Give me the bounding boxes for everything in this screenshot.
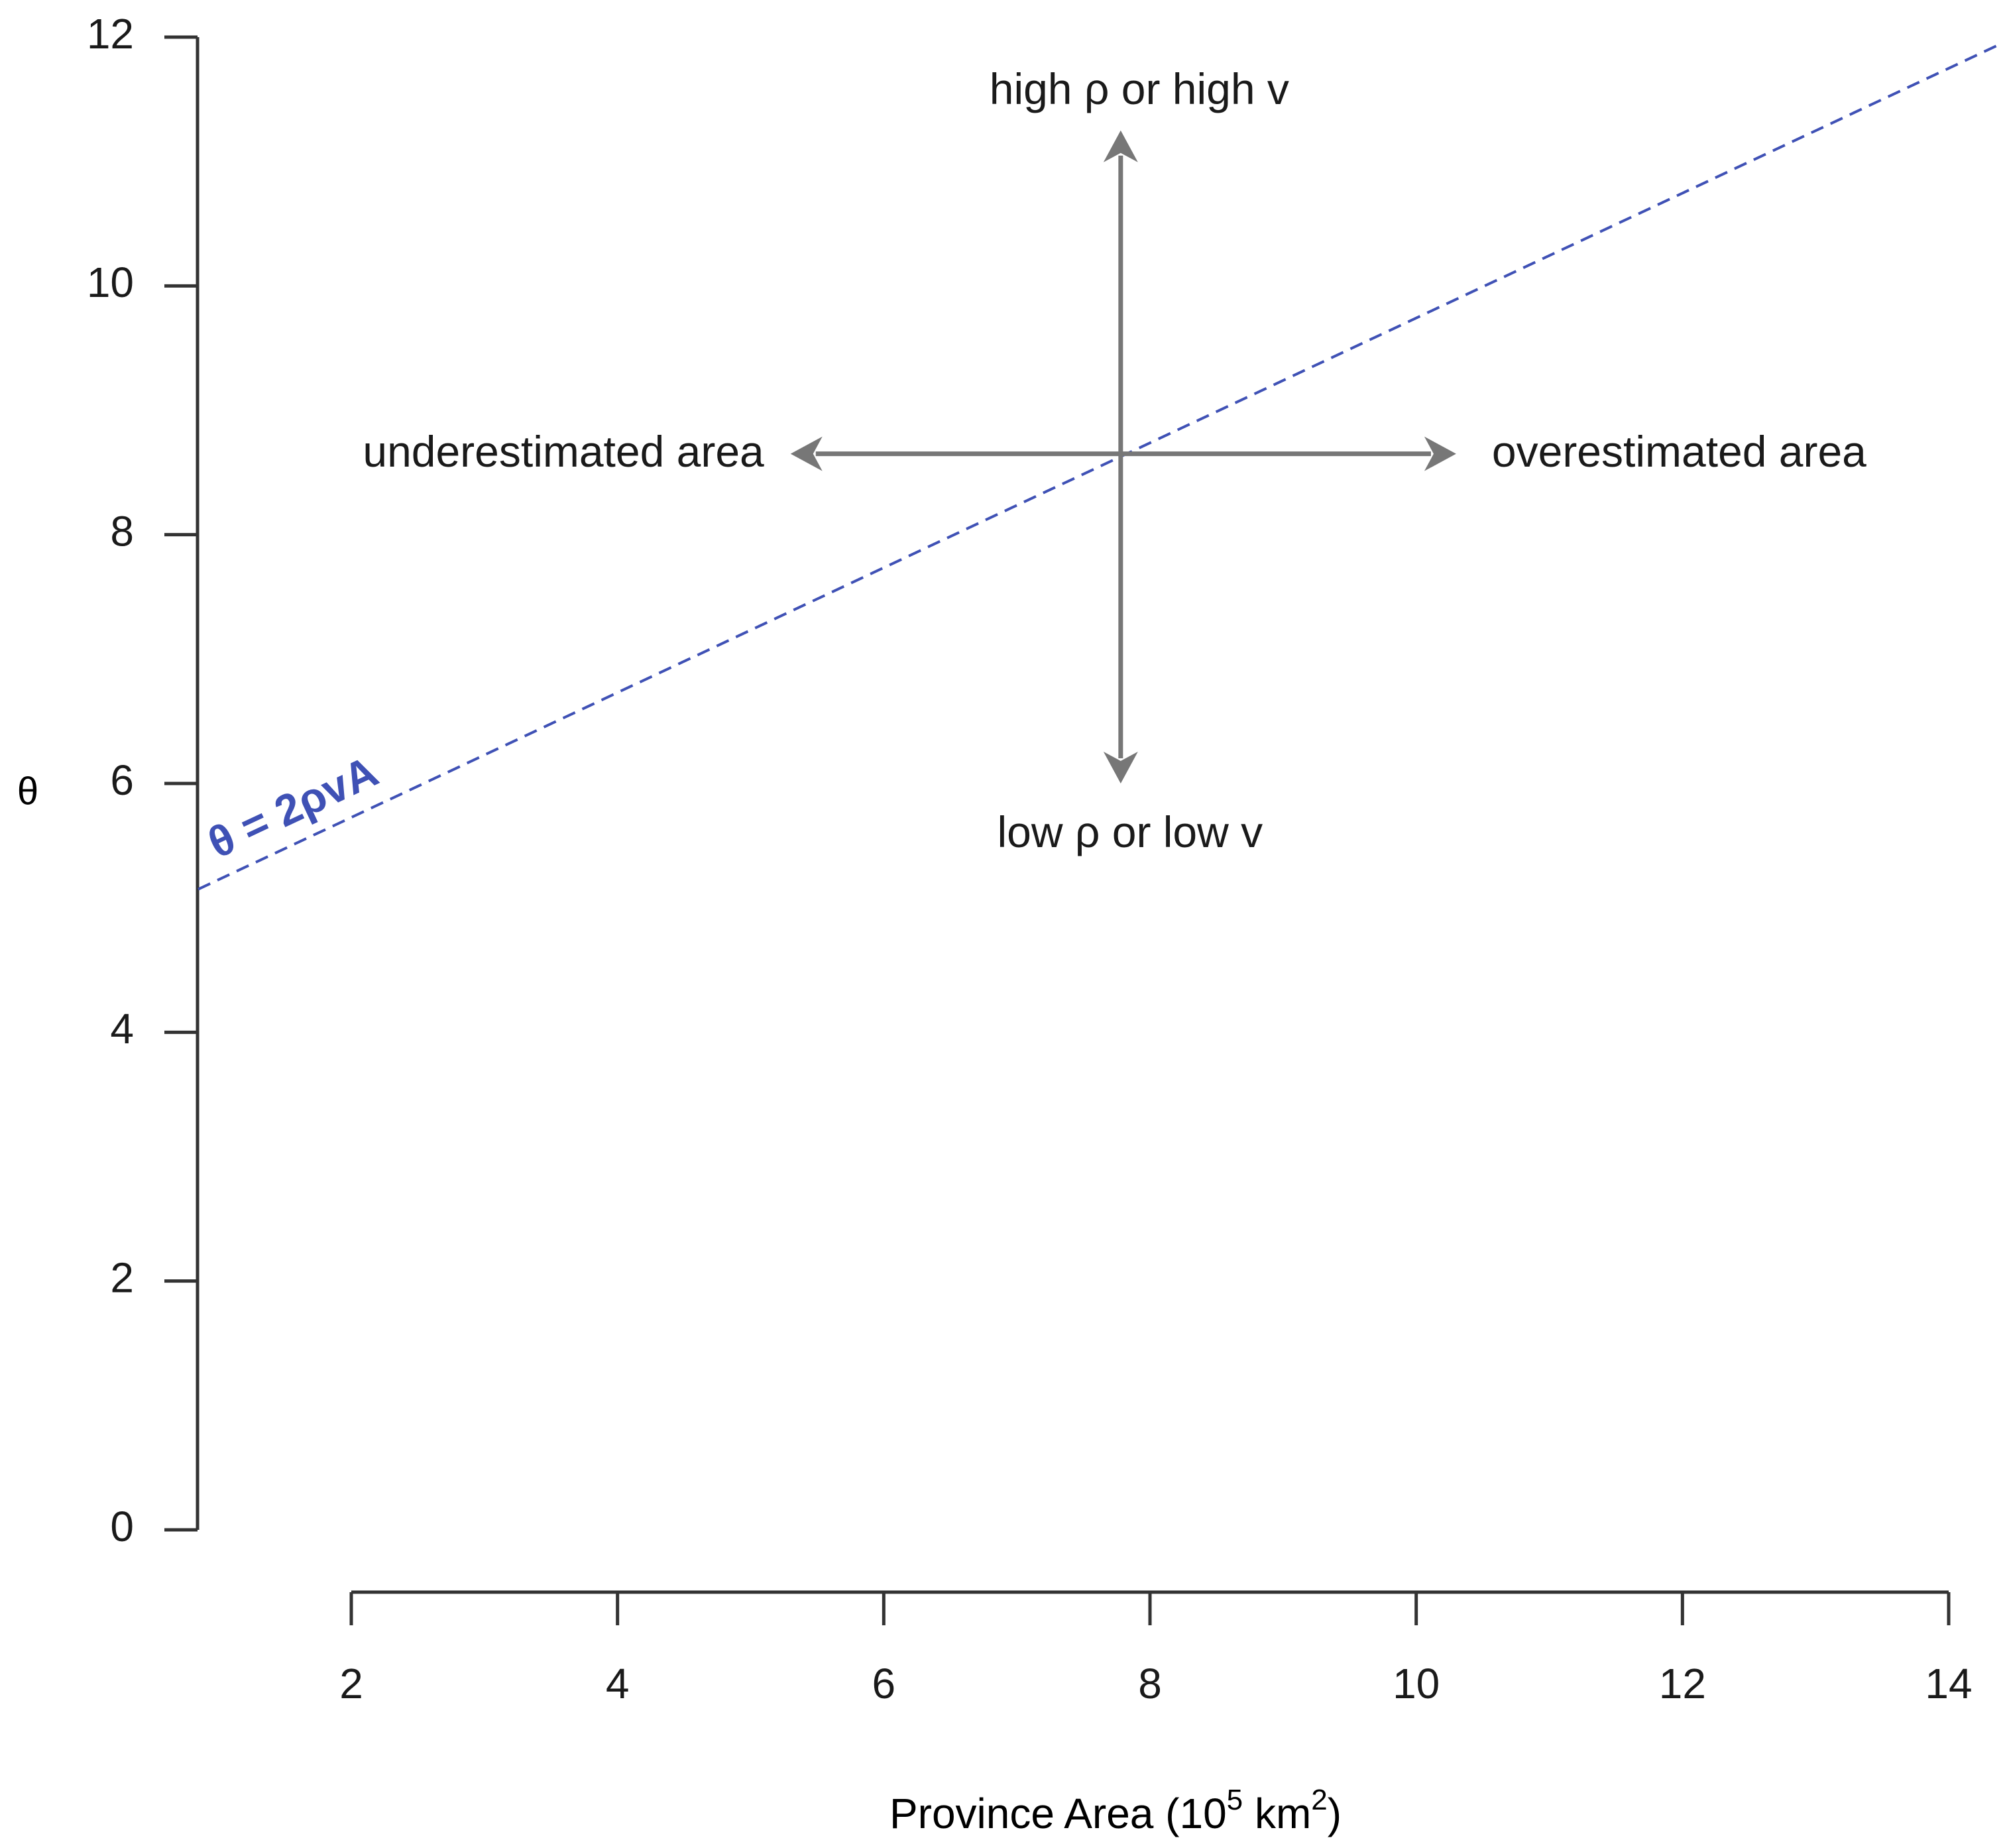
x-axis-title-close: ) [1328, 1790, 1342, 1837]
y-tick-label: 12 [87, 10, 134, 58]
y-tick-label: 10 [87, 259, 134, 306]
arrow-label-right: overestimated area [1492, 427, 1866, 476]
y-tick-label: 0 [110, 1503, 134, 1550]
arrow-label-left: underestimated area [363, 427, 764, 476]
arrow-label-down: low ρ or low v [997, 807, 1263, 856]
x-tick-label: 6 [872, 1660, 896, 1707]
arrow-head-left [790, 436, 823, 471]
x-axis-title-main: Province Area (10 [889, 1790, 1227, 1837]
x-axis-title: Province Area (105 km2) [889, 1784, 1342, 1837]
x-tick-label: 4 [606, 1660, 630, 1707]
x-axis-title-exponent: 5 [1227, 1784, 1243, 1816]
arrow-layer: high ρ or high v low ρ or low v underestim… [363, 64, 1866, 856]
series-line [198, 42, 2003, 891]
y-tick-label: 2 [110, 1254, 134, 1302]
arrow-head-down [1103, 752, 1138, 783]
x-axis: 2 4 6 8 10 12 14 [339, 1590, 1973, 1707]
arrow-head-right [1424, 436, 1456, 471]
x-axis-title-unit-exponent: 2 [1311, 1784, 1327, 1816]
x-axis-title-unit: km [1243, 1790, 1311, 1837]
y-axis-title: θ [17, 770, 38, 813]
y-tick-label: 6 [110, 756, 134, 804]
series-label: θ = 2ρvA [201, 746, 385, 868]
arrow-label-up: high ρ or high v [990, 64, 1289, 113]
x-tick-label: 2 [339, 1660, 363, 1707]
x-tick-label: 10 [1393, 1660, 1440, 1707]
x-tick-label: 8 [1138, 1660, 1162, 1707]
y-tick-label: 4 [110, 1005, 134, 1053]
x-tick-label: 12 [1659, 1660, 1706, 1707]
x-tick-label: 14 [1925, 1660, 1972, 1707]
arrow-head-up [1103, 130, 1138, 162]
y-tick-label: 8 [110, 508, 134, 555]
y-axis: 0 2 4 6 8 10 12 [87, 10, 200, 1550]
